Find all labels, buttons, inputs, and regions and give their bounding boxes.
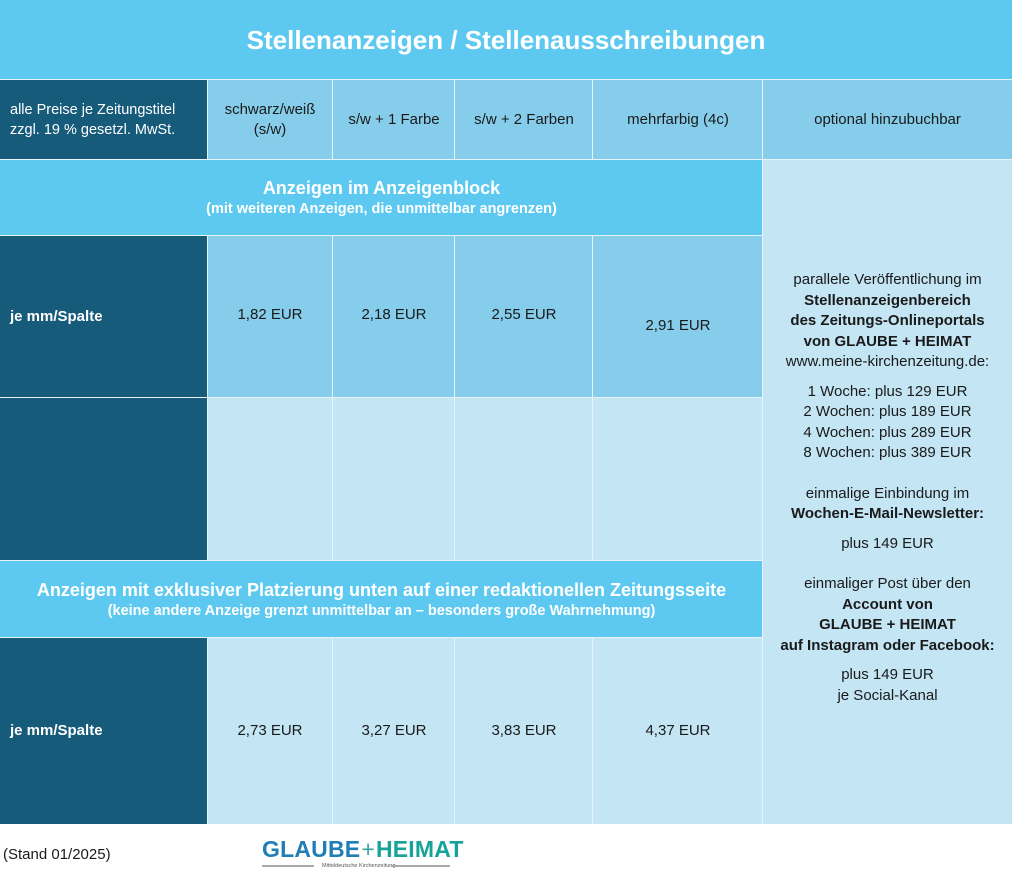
empty-row-cell [207, 398, 333, 561]
section1-subtitle: (mit weiteren Anzeigen, die unmittelbar … [206, 201, 557, 217]
empty-row-cell [333, 398, 455, 561]
online-week-1: 1 Woche: plus 129 EUR [807, 382, 968, 400]
online-intro: parallele Veröffentlichung im [793, 271, 982, 288]
grid-line [0, 637, 763, 638]
section2-row-label-text: je mm/Spalte [10, 722, 103, 739]
header-col-sw: schwarz/weiß (s/w) [207, 80, 333, 160]
grid-line [592, 638, 593, 824]
stand-date: (Stand 01/2025) [3, 846, 111, 863]
section1-row-label-text: je mm/Spalte [10, 308, 103, 325]
online-bold-1: Stellenanzeigenbereich [804, 291, 971, 309]
online-week-2: 2 Wochen: plus 189 EUR [803, 403, 972, 420]
social-intro: einmaliger Post über den [804, 575, 971, 592]
newsletter-intro: einmalige Einbindung im [805, 484, 970, 502]
newsletter-price: plus 149 EUR [841, 534, 934, 552]
section1-title: Anzeigen im Anzeigenblock [262, 178, 501, 198]
online-week-3: 4 Wochen: plus 289 EUR [803, 423, 972, 441]
header-col-4c-label: mehrfarbig (4c) [627, 111, 729, 128]
grid-line [0, 397, 763, 398]
social-price: plus 149 EUR [841, 666, 934, 683]
grid-line [592, 80, 593, 160]
newsletter-bold: Wochen-E-Mail-Newsletter: [790, 505, 985, 522]
online-bold-3: von GLAUBE + HEIMAT [803, 332, 972, 350]
section2-price-4c-value: 4,37 EUR [645, 722, 711, 739]
section1-price-1farbe: 2,18 EUR [333, 236, 455, 398]
section1-price-2farben: 2,55 EUR [455, 236, 593, 398]
header-note: alle Preise je Zeitungstitel zzgl. 19 % … [0, 80, 207, 160]
section2-price-sw-value: 2,73 EUR [237, 722, 303, 739]
header-note-line2: zzgl. 19 % gesetzl. MwSt. [10, 122, 176, 138]
section2-price-2farben-value: 3,83 EUR [491, 722, 557, 739]
section2-price-1farbe-value: 3,27 EUR [361, 722, 427, 739]
grid-line [332, 80, 333, 160]
grid-line [332, 638, 333, 824]
section2-price-sw: 2,73 EUR [207, 638, 333, 824]
grid-line [592, 236, 593, 561]
social-bold-2: GLAUBE + HEIMAT [819, 616, 956, 633]
logo-wordmark: GLAUBE + HEIMAT [262, 836, 464, 863]
grid-line [207, 638, 208, 824]
section1-price-4c: 2,91 EUR [593, 236, 763, 398]
empty-row-label [0, 398, 207, 561]
logo-right: HEIMAT [375, 836, 464, 862]
section1-price-4c-value: 2,91 EUR [645, 317, 711, 334]
logo-tagline: Mitteldeutsche Kirchenzeitung [322, 863, 396, 869]
section2-price-1farbe: 3,27 EUR [333, 638, 455, 824]
social-bold-1: Account von [842, 595, 933, 613]
header-col-sw-line2: (s/w) [253, 121, 287, 138]
empty-row-cell [455, 398, 593, 561]
glaube-heimat-logo: GLAUBE + HEIMAT Mitteldeutsche Kirchenze… [262, 836, 464, 870]
page-title: Stellenanzeigen / Stellenausschreibungen [0, 0, 1012, 80]
section1-price-sw: 1,82 EUR [207, 236, 333, 398]
online-week-4: 8 Wochen: plus 389 EUR [803, 444, 972, 461]
optional-addons-panel: parallele Veröffentlichung im Stellenanz… [763, 160, 1012, 824]
grid-line [454, 638, 455, 824]
header-col-sw-line1: schwarz/weiß [224, 101, 316, 118]
section2-price-2farben: 3,83 EUR [455, 638, 593, 824]
section1-price-sw-value: 1,82 EUR [237, 306, 303, 323]
header-col-1farbe: s/w + 1 Farbe [333, 80, 455, 160]
section1-row-label: je mm/Spalte [0, 236, 207, 398]
header-note-line1: alle Preise je Zeitungstitel [10, 102, 176, 118]
section1-price-1farbe-value: 2,18 EUR [361, 306, 427, 323]
header-col-optional-label: optional hinzubuchbar [814, 111, 961, 128]
grid-line [207, 236, 208, 561]
header-col-2farben: s/w + 2 Farben [455, 80, 593, 160]
section2-row-label: je mm/Spalte [0, 638, 207, 824]
grid-line [454, 236, 455, 561]
section2-title: Anzeigen mit exklusiver Platzierung unte… [36, 579, 727, 600]
grid-line [0, 79, 1012, 80]
social-bold-3: auf Instagram oder Facebook: [780, 636, 995, 654]
section2-price-4c: 4,37 EUR [593, 638, 763, 824]
header-col-optional: optional hinzubuchbar [763, 80, 1012, 160]
header-col-1farbe-label: s/w + 1 Farbe [348, 111, 440, 128]
grid-line [0, 235, 763, 236]
grid-line [207, 80, 208, 160]
grid-line [0, 159, 1012, 160]
logo-rule-left [262, 865, 314, 867]
header-col-2farben-label: s/w + 2 Farben [474, 111, 574, 128]
section1-price-2farben-value: 2,55 EUR [491, 306, 557, 323]
page-title-text: Stellenanzeigen / Stellenausschreibungen [246, 25, 766, 55]
logo-plus: + [361, 836, 375, 862]
logo-rule-right [392, 865, 450, 867]
grid-line [454, 80, 455, 160]
grid-line [762, 80, 763, 824]
section1-heading: Anzeigen im Anzeigenblock (mit weiteren … [0, 160, 763, 236]
social-per-channel: je Social-Kanal [837, 686, 938, 704]
online-url: www.meine-kirchenzeitung.de: [785, 353, 990, 370]
section2-subtitle: (keine andere Anzeige grenzt unmittelbar… [107, 602, 656, 619]
logo-left: GLAUBE [262, 836, 361, 862]
empty-row-cell [593, 398, 763, 561]
header-col-4c: mehrfarbig (4c) [593, 80, 763, 160]
grid-line [332, 236, 333, 561]
grid-line [0, 560, 763, 561]
section2-heading: Anzeigen mit exklusiver Platzierung unte… [0, 561, 763, 638]
online-bold-2: des Zeitungs-Onlineportals [790, 312, 985, 329]
